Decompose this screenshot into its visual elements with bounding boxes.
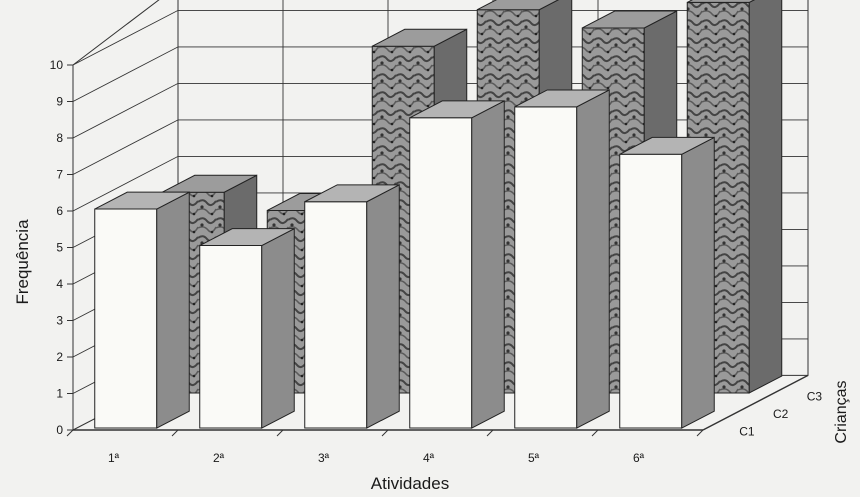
- y-tick-label: 10: [50, 58, 64, 72]
- depth-axis-title: Crianças: [833, 380, 850, 443]
- x-axis-title: Atividades: [371, 474, 449, 493]
- x-tick-label: 3ª: [318, 451, 330, 465]
- bar-top: [199, 228, 295, 247]
- x-tick: [66, 429, 74, 437]
- x-tick: [486, 429, 494, 437]
- bar-top: [162, 174, 257, 193]
- bars: [94, 0, 783, 429]
- x-tick-label: 6ª: [633, 451, 645, 465]
- bar-top: [94, 191, 190, 210]
- bar-side: [471, 100, 505, 429]
- x-tick-label: 1ª: [108, 451, 120, 465]
- bar-front: [94, 208, 158, 429]
- bar-C1-1: [199, 227, 295, 429]
- y-tick-label: 5: [56, 241, 63, 255]
- bar-top: [582, 10, 677, 29]
- bar-C1-2: [304, 184, 400, 429]
- y-tick-label: 2: [56, 350, 63, 364]
- series-label: C2: [773, 407, 789, 421]
- bar-front: [514, 106, 578, 429]
- bar-top: [687, 0, 755, 3]
- bar-front: [304, 201, 368, 429]
- bar-C1-4: [514, 89, 610, 429]
- bar-side: [261, 227, 295, 429]
- x-tick: [171, 429, 179, 437]
- chart-floor: [66, 374, 809, 437]
- y-tick-label: 7: [56, 168, 63, 182]
- bar-top: [372, 28, 467, 47]
- bar-side: [156, 191, 190, 429]
- x-tick-label: 5ª: [528, 451, 540, 465]
- x-tick-label: 2ª: [213, 451, 225, 465]
- labels: 0 1 2 3 4 5 6 7 8 9 10 1ª 2ª 3ª 4ª 5ª 6ª C1 C2 C3 Atividades…: [13, 58, 850, 493]
- y-tick-label: 6: [56, 204, 63, 218]
- bar-top: [619, 136, 715, 155]
- bar-top: [304, 184, 400, 203]
- series-label: C1: [739, 425, 755, 439]
- bar-C1-0: [94, 191, 190, 429]
- bar-top: [514, 89, 610, 108]
- bar-C1-3: [409, 100, 505, 429]
- y-axis-title: Frequência: [13, 219, 32, 305]
- x-tick-label: 4ª: [423, 451, 435, 465]
- x-tick: [591, 429, 599, 437]
- bar-side: [748, 0, 783, 394]
- x-tick: [276, 429, 284, 437]
- x-tick: [381, 429, 389, 437]
- bar-front: [619, 153, 683, 429]
- y-tick-label: 8: [56, 131, 63, 145]
- bar-front: [199, 245, 263, 429]
- bar-side: [576, 89, 610, 429]
- y-tick-label: 1: [56, 387, 63, 401]
- y-tick-label: 0: [56, 423, 63, 437]
- y-tick-label: 4: [56, 277, 63, 291]
- y-tick-label: 3: [56, 314, 63, 328]
- bar-top: [409, 100, 505, 119]
- bar-C1-5: [619, 136, 715, 429]
- bar-side: [366, 184, 400, 429]
- x-tick: [696, 429, 704, 437]
- series-label: C3: [807, 389, 823, 403]
- y-tick-label: 9: [56, 95, 63, 109]
- depth-axis-line: [702, 374, 809, 431]
- bar-side: [681, 136, 715, 429]
- bar-front: [409, 117, 473, 429]
- bar-top: [477, 0, 559, 11]
